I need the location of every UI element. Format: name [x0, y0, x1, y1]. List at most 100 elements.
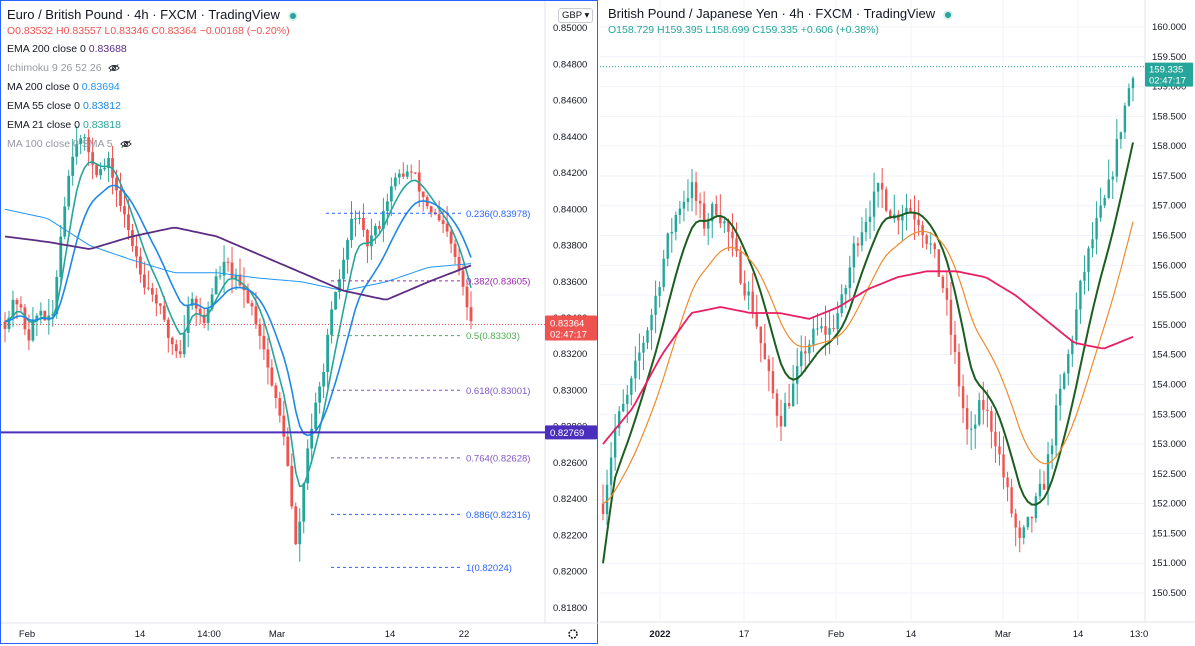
candle-body	[763, 343, 767, 360]
candle-body	[445, 223, 449, 232]
candle-body	[872, 191, 876, 217]
candle-body	[87, 137, 91, 153]
current-price-value: 159.335	[1149, 65, 1183, 76]
price-tick-label: 0.82000	[553, 567, 587, 578]
candle-body	[182, 332, 186, 355]
candle-body	[290, 465, 294, 507]
candle-body	[1103, 197, 1106, 206]
candle-body	[222, 261, 226, 276]
indicator-ma200[interactable]: MA 200 close 0 0.83694	[7, 81, 120, 93]
candle-body	[282, 415, 286, 437]
candle-body	[385, 201, 389, 212]
candle-body	[795, 366, 799, 384]
candle-body	[868, 216, 872, 222]
market-open-icon	[289, 12, 296, 19]
candle-body	[1042, 483, 1046, 490]
candle-body	[1010, 487, 1013, 514]
candle-body	[302, 483, 306, 522]
candle-body	[131, 230, 134, 247]
candle-body	[743, 283, 746, 296]
hidden-eye-icon[interactable]	[108, 63, 121, 73]
price-tick-label: 157.000	[1152, 201, 1186, 212]
candle-body	[779, 415, 783, 427]
indicator-ma100[interactable]: MA 100 close 0 SMA 5	[7, 138, 132, 150]
indicator-ema21[interactable]: EMA 21 close 0 0.83818	[7, 119, 121, 131]
candle-body	[174, 344, 178, 352]
candle-body	[437, 214, 441, 221]
candle-body	[469, 307, 473, 322]
gbpjpy-chart-canvas[interactable]: 160.000 159.500 159.000 158.500 158.000 157.5…	[600, 0, 1195, 646]
countdown-value: 02:47:17	[1149, 76, 1186, 87]
hidden-eye-icon[interactable]	[119, 139, 132, 149]
candle-body	[820, 326, 823, 329]
price-tick-label: 152.000	[1152, 499, 1186, 510]
candle-body	[1054, 405, 1058, 446]
eurgbp-chart-canvas[interactable]: 0.85000 0.84800 0.84600 0.84400 0.84200 0.840…	[1, 1, 599, 645]
candle-body	[678, 208, 682, 215]
candle-body	[397, 173, 401, 178]
date-tick-label: Mar	[269, 629, 285, 640]
candle-body	[381, 211, 385, 229]
candle-body	[1002, 454, 1005, 478]
fib-level-label: 0.618(0.83001)	[466, 386, 530, 397]
candle-body	[840, 294, 843, 314]
candle-body	[99, 169, 102, 176]
candle-body	[844, 288, 847, 295]
price-tick-label: 153.000	[1152, 439, 1186, 450]
indicator-value: 0.83812	[82, 100, 121, 112]
indicator-label: EMA 55 close 0	[7, 100, 80, 112]
candle-body	[1127, 88, 1131, 106]
candle-body	[409, 171, 413, 173]
candle-body	[674, 214, 678, 232]
date-tick-label: Feb	[828, 629, 844, 640]
candle-body	[449, 231, 453, 244]
candle-body	[771, 371, 775, 394]
candle-body	[775, 393, 779, 416]
indicator-label: Ichimoku 9 26 52 26	[7, 62, 102, 74]
candle-body	[731, 231, 734, 239]
currency-badge[interactable]: GBP ▾	[558, 8, 594, 23]
eurgbp-chart-panel[interactable]: 0.85000 0.84800 0.84600 0.84400 0.84200 0.840…	[0, 0, 599, 645]
candle-body	[727, 221, 730, 232]
eurgbp-title-text: Euro / British Pound · 4h · FXCM · Tradi…	[7, 7, 280, 22]
candle-body	[178, 351, 182, 355]
candle-body	[15, 299, 19, 305]
candle-body	[47, 315, 51, 321]
candle-body	[31, 320, 35, 341]
candle-body	[23, 307, 27, 330]
candle-body	[461, 270, 465, 287]
candle-body	[107, 157, 110, 168]
indicator-ema200[interactable]: EMA 200 close 0 0.83688	[7, 43, 127, 55]
candle-body	[210, 294, 214, 309]
candle-body	[71, 156, 75, 176]
candle-body	[389, 186, 393, 202]
ohlc-high: H159.395	[657, 24, 703, 36]
date-tick-label: 14	[906, 629, 917, 640]
settings-gear-icon[interactable]	[568, 629, 578, 639]
candle-body	[218, 275, 222, 277]
price-tick-label: 0.84800	[553, 59, 587, 70]
candle-body	[1018, 527, 1021, 538]
fib-level-label: 0.382(0.83605)	[466, 276, 530, 287]
indicator-ichimoku[interactable]: Ichimoku 9 26 52 26	[7, 62, 121, 74]
candle-body	[986, 409, 989, 412]
candle-body	[1026, 516, 1030, 528]
gbpjpy-chart-panel[interactable]: 160.000 159.500 159.000 158.500 158.000 157.5…	[600, 0, 1195, 646]
candle-body	[254, 306, 258, 325]
candle-body	[123, 205, 126, 215]
candle-body	[1107, 179, 1110, 198]
price-tick-label: 0.82600	[553, 458, 587, 469]
price-tick-label: 154.000	[1152, 379, 1186, 390]
candle-body	[55, 276, 59, 314]
indicator-ema55[interactable]: EMA 55 close 0 0.83812	[7, 100, 121, 112]
candle-body	[1046, 454, 1050, 490]
candle-body	[646, 330, 649, 343]
candle-body	[366, 230, 369, 247]
candle-body	[638, 352, 641, 361]
candle-body	[982, 400, 985, 410]
candle-body	[1006, 477, 1009, 488]
candle-body	[804, 351, 807, 354]
candle-body	[11, 299, 15, 318]
candle-body	[909, 207, 912, 213]
price-tick-label: 0.83600	[553, 277, 587, 288]
